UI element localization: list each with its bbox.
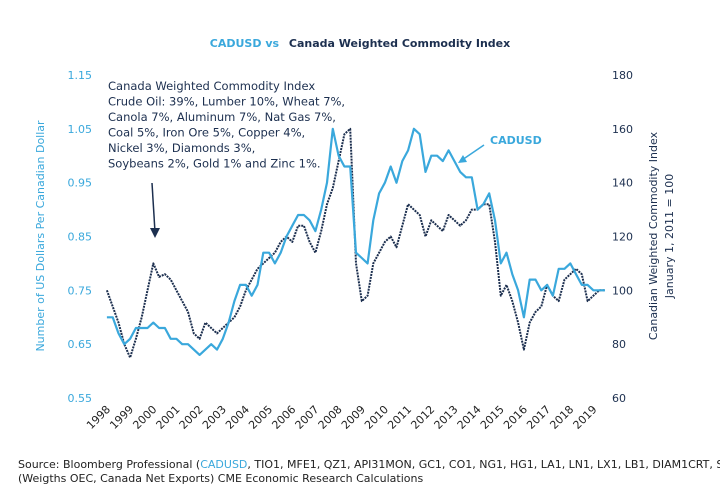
x-tick-label: 2013 [432,403,461,432]
source: Source: Bloomberg Professional (CADUSD, … [18,458,720,471]
y2-tick-label: 120 [612,231,633,244]
annotation: Canada Weighted Commodity Index Crude Oil… [108,79,345,171]
x-tick-label: 1998 [84,403,113,432]
y2-tick-label: 160 [612,123,633,136]
annotation-line: Coal 5%, Iron Ore 5%, Copper 4%, [108,126,305,140]
x-tick-label: 2005 [246,403,275,432]
x-tick-label: 1999 [107,403,136,432]
x-tick-label: 2016 [501,403,530,432]
x-tick-label: 2004 [223,403,252,432]
x-tick-label: 2017 [524,403,553,432]
x-tick-label: 2009 [339,403,368,432]
series-label: CADUSD [490,134,542,147]
annotation-line: Canola 7%, Aluminum 7%, Nat Gas 7%, [108,110,336,124]
y-tick-label: 0.75 [68,284,93,297]
y-tick-label: 0.95 [68,177,93,190]
y2-tick-label: 60 [612,392,626,405]
y-tick-label: 0.85 [68,231,93,244]
x-tick-label: 2015 [478,403,507,432]
y2-axis-label: Canadian Weighted Commodity Index [647,131,660,340]
y-tick-label: 1.15 [68,69,93,82]
y-tick-label: 1.05 [68,123,93,136]
x-tick-label: 2006 [269,403,298,432]
arrow [151,182,156,233]
x-tick-label: 2012 [408,403,437,432]
arrow [461,144,485,161]
annotation-line: Canada Weighted Commodity Index [108,79,315,93]
arrowhead [458,155,467,163]
annotation-line: Crude Oil: 39%, Lumber 10%, Wheat 7%, [108,95,345,109]
y-tick-label: 0.65 [68,338,93,351]
x-tick-label: 2001 [154,403,183,432]
title-part: CADUSD vs [210,37,280,50]
y-tick-label: 0.55 [68,392,93,405]
series-line [106,127,605,356]
x-tick-label: 2010 [362,403,391,432]
x-tick-label: 2018 [547,403,576,432]
source-text: Source: Bloomberg Professional ( [18,458,200,471]
x-tick-label: 2007 [293,403,322,432]
arrowhead [150,228,160,238]
x-tick-label: 2019 [571,403,600,432]
title-part: Canada Weighted Commodity Index [289,37,510,50]
source: (Weigths OEC, Canada Net Exports) CME Ec… [18,472,423,485]
chart-title: CADUSD vs Canada Weighted Commodity Inde… [210,37,510,50]
y2-tick-label: 140 [612,177,633,190]
source-text: , TIO1, MFE1, QZ1, API31MON, GC1, CO1, N… [247,458,720,471]
y2-tick-label: 180 [612,69,633,82]
series-line [105,127,605,359]
y2-tick-label: 100 [612,284,633,297]
x-tick-label: 2008 [316,403,345,432]
source-text: CADUSD [200,458,247,471]
annotation-line: Soybeans 2%, Gold 1% and Zinc 1%. [108,157,321,171]
y2-axis-label: January 1, 2011 = 100 [663,174,676,299]
x-tick-label: 2011 [385,403,414,432]
x-tick-label: 2003 [200,403,229,432]
x-tick-label: 2002 [177,403,206,432]
y-axis-label: Number of US Dollars Per Canadian Dollar [34,120,47,352]
x-tick-label: 2000 [130,403,159,432]
annotation-line: Nickel 3%, Diamonds 3%, [108,141,255,155]
x-tick-label: 2014 [455,403,484,432]
y2-tick-label: 80 [612,338,626,351]
